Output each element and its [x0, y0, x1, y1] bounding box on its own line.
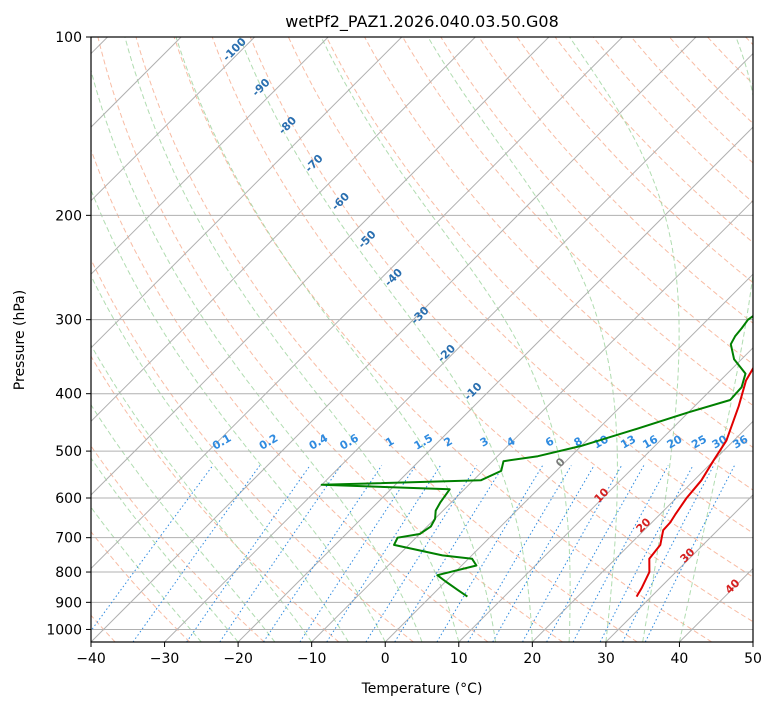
mixing-ratio-line [299, 465, 417, 642]
dry-adiabat [440, 37, 753, 365]
x-tick-label: 20 [523, 651, 541, 667]
isotherm-line [91, 37, 623, 570]
mixing-ratio-line [132, 465, 261, 642]
dry-adiabat [91, 148, 489, 642]
mixing-ratio-line [622, 465, 715, 642]
y-tick-label: 500 [55, 444, 82, 460]
y-tick-label: 800 [55, 565, 82, 581]
plot-frame [90, 36, 754, 643]
dry-adiabat [91, 531, 191, 642]
y-axis-label: Pressure (hPa) [12, 290, 28, 390]
mixing-ratio-line [546, 465, 645, 642]
x-tick-label: −20 [223, 651, 253, 667]
mixing-ratio-line [599, 465, 694, 642]
dry-adiabat [97, 37, 563, 642]
mixing-ratio-line [263, 465, 383, 642]
mixing-ratio-line [365, 465, 478, 642]
x-tick-label: 30 [597, 651, 615, 667]
temperature-line [635, 366, 753, 598]
y-tick-label: 1000 [46, 622, 82, 638]
dry-adiabat [326, 37, 753, 491]
mixing-ratio-line [326, 465, 441, 642]
dry-adiabat [249, 37, 753, 578]
moist-adiabat [91, 68, 423, 642]
y-tick-label: 900 [55, 595, 82, 611]
isotherm-line [91, 37, 476, 423]
isotherm-line [91, 37, 403, 349]
isotherm-line [605, 494, 753, 642]
x-tick-label: 0 [381, 651, 390, 667]
moist-adiabat [91, 274, 349, 642]
mixing-ratio-line [572, 465, 669, 642]
y-tick-label: 200 [55, 208, 82, 224]
x-tick-label: 40 [671, 651, 689, 667]
isotherm-line [91, 37, 550, 496]
moist-adiabat [427, 37, 618, 642]
isotherm-line [164, 52, 753, 642]
isotherm-line [458, 347, 753, 642]
dewpoint-line [320, 314, 753, 598]
x-axis-label: Temperature (°C) [361, 681, 483, 697]
dry-adiabat [516, 37, 753, 284]
moist-adiabat [91, 188, 386, 642]
dry-adiabat [91, 258, 414, 642]
isotherm-line [91, 37, 256, 202]
x-tick-label: −30 [150, 651, 180, 667]
mixing-ratio-line [394, 465, 505, 642]
moist-adiabat [124, 37, 460, 642]
dry-adiabat [592, 37, 753, 204]
moist-adiabat [569, 37, 680, 642]
isotherm-line [237, 126, 753, 642]
dry-adiabat [135, 37, 638, 642]
moist-adiabat [320, 37, 571, 642]
dry-adiabat [402, 37, 753, 407]
x-tick-label: −10 [297, 651, 327, 667]
dry-adiabat [91, 355, 340, 642]
y-tick-label: 700 [55, 531, 82, 547]
isotherm-line [384, 273, 753, 642]
moist-adiabat [91, 344, 313, 642]
mixing-ratio-line [91, 465, 214, 632]
mixing-ratio-line [522, 465, 623, 642]
x-tick-label: 10 [450, 651, 468, 667]
dry-adiabat [211, 37, 753, 623]
mixing-ratio-line [644, 465, 735, 642]
y-tick-label: 400 [55, 387, 82, 403]
isotherm-line [531, 420, 753, 642]
dry-adiabat [287, 37, 753, 534]
isotherm-line [311, 199, 753, 642]
dry-adiabat [478, 37, 753, 324]
y-tick-label: 600 [55, 491, 82, 507]
y-tick-label: 100 [55, 30, 82, 46]
moist-adiabat [91, 506, 202, 642]
isotherm-line [91, 37, 329, 275]
moist-adiabat [239, 37, 533, 642]
dry-adiabat [173, 37, 713, 642]
x-tick-label: 50 [744, 651, 762, 667]
x-tick-label: −40 [76, 651, 106, 667]
isotherm-line [91, 37, 697, 642]
mixing-ratio-line [492, 465, 595, 642]
moist-adiabat [91, 457, 239, 642]
y-tick-label: 300 [55, 313, 82, 329]
chart-title: wetPf2_PAZ1.2026.040.03.50.G08 [285, 12, 559, 32]
